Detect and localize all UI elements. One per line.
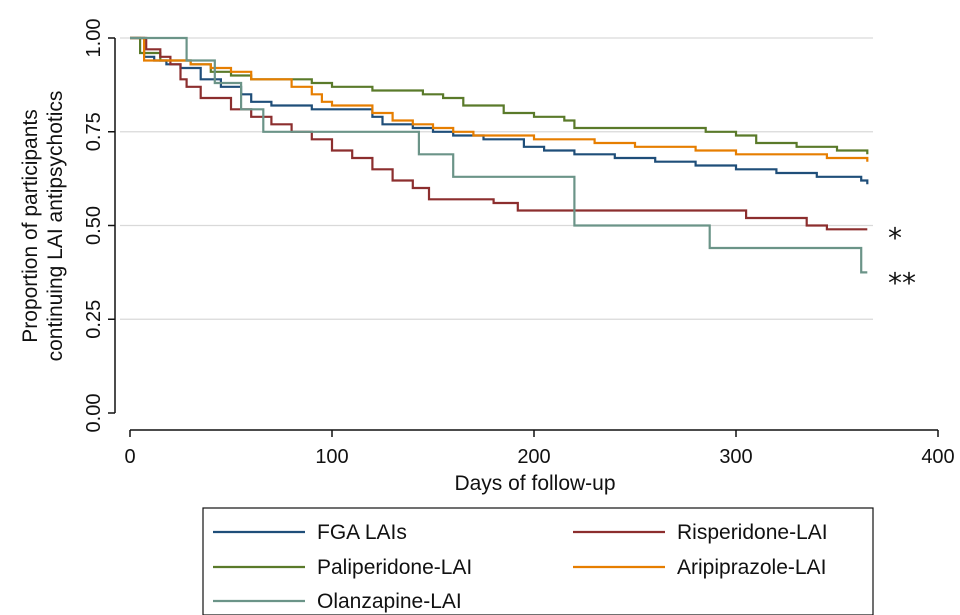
y-tick-label: 1.00 (83, 19, 105, 58)
series-line-fga-lais (130, 36, 869, 185)
x-tick-label: 100 (315, 446, 348, 468)
legend-label: Olanzapine-LAI (317, 590, 462, 613)
annotations: *** (888, 221, 916, 299)
significance-marker: * (888, 221, 902, 254)
x-axis-title: Days of follow-up (454, 472, 615, 495)
series-line-olanzapine-lai (130, 36, 868, 274)
y-axis-title-line-2: continuing LAI antipsychotics (44, 91, 67, 362)
legend: FGA LAIs Risperidone-LAI Paliperidone-LAI A… (202, 507, 874, 615)
series-line-aripiprazole-lai (130, 36, 869, 162)
gridlines (120, 37, 873, 320)
legend-label: Paliperidone-LAI (317, 556, 472, 579)
plot-series (130, 36, 869, 274)
y-tick-label: 0.75 (83, 112, 105, 151)
legend-label: Risperidone-LAI (677, 521, 828, 544)
y-tick-label: 0.25 (83, 300, 105, 339)
y-axis: 0.00 0.25 0.50 0.75 1.00 (83, 19, 116, 433)
x-tick-label: 400 (921, 446, 954, 468)
x-axis: 0 100 200 300 400 (124, 429, 955, 468)
series-line-paliperidone-lai (130, 36, 869, 155)
series-line-risperidone-lai (130, 36, 868, 231)
y-tick-label: 0.00 (83, 394, 105, 433)
x-tick-label: 200 (517, 446, 550, 468)
legend-box (202, 507, 874, 615)
legend-label: FGA LAIs (317, 521, 407, 544)
x-tick-label: 300 (719, 446, 752, 468)
y-tick-label: 0.50 (83, 206, 105, 245)
significance-marker: ** (888, 266, 916, 299)
x-tick-label: 0 (124, 446, 135, 468)
y-axis-title-line-1: Proportion of participants (19, 109, 42, 342)
legend-label: Aripiprazole-LAI (677, 556, 826, 579)
